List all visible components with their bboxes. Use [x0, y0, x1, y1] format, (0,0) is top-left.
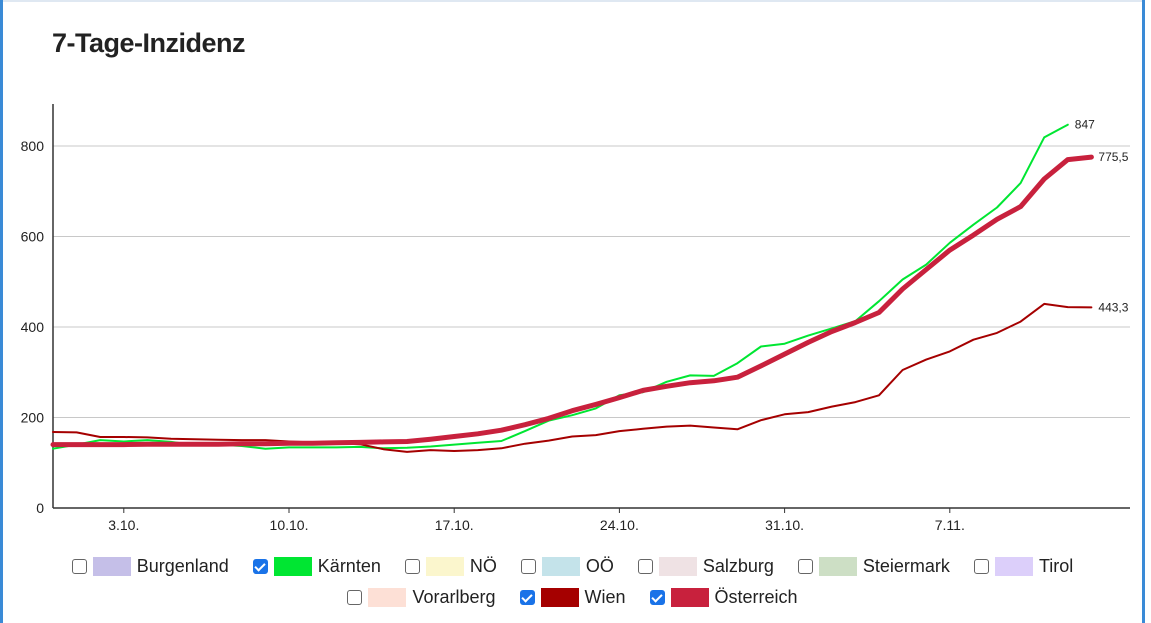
x-tick-label: 31.10.	[765, 517, 804, 533]
series-end-label: 847	[1075, 118, 1095, 132]
legend-checkbox[interactable]	[797, 559, 813, 574]
window-right-border	[1142, 0, 1145, 623]
window-top-border	[0, 0, 1145, 2]
legend-checkbox[interactable]	[519, 590, 535, 605]
gridlines	[53, 145, 1130, 418]
legend-row-2: Vorarlberg Wien Österreich	[0, 587, 1145, 608]
legend-checkbox[interactable]	[71, 559, 87, 574]
legend-item[interactable]: Tirol	[973, 556, 1074, 577]
legend-swatch	[818, 557, 857, 576]
legend-swatch	[368, 588, 407, 607]
y-tick-label: 400	[21, 319, 45, 335]
x-tick-label: 3.10.	[108, 517, 139, 533]
legend-checkbox[interactable]	[637, 559, 653, 574]
series-lines	[50, 123, 1094, 453]
legend-swatch	[994, 557, 1033, 576]
legend-item[interactable]: OÖ	[520, 556, 614, 577]
legend-swatch	[658, 557, 697, 576]
legend-item[interactable]: Burgenland	[71, 556, 229, 577]
series-end-label: 775,5	[1098, 150, 1128, 164]
legend-label: Österreich	[714, 587, 798, 607]
legend-label: Burgenland	[136, 556, 229, 576]
legend-checkbox[interactable]	[520, 559, 536, 574]
legend-checkbox[interactable]	[404, 559, 420, 574]
legend-label: Salzburg	[702, 556, 774, 576]
series-line-1	[52, 302, 1093, 453]
line-chart: 0 200 400 600 800 3.10. 10.10. 17.10. 24.10. 31.1…	[21, 104, 1130, 533]
legend-swatch	[541, 557, 580, 576]
x-tick-label: 17.10.	[435, 517, 474, 533]
legend-item[interactable]: Wien	[519, 587, 626, 608]
legend-swatch	[540, 588, 579, 607]
y-tick-label: 200	[21, 410, 45, 426]
end-labels: 847 443,3 775,5	[1075, 118, 1129, 315]
x-tick-label: 24.10.	[600, 517, 639, 533]
legend-label: NÖ	[469, 556, 497, 576]
legend-label: Vorarlberg	[412, 587, 496, 607]
axes: 0 200 400 600 800 3.10. 10.10. 17.10. 24.10. 31.1…	[21, 104, 1130, 533]
legend-label: Wien	[584, 587, 626, 607]
window-left-border	[0, 0, 3, 623]
legend-item[interactable]: Steiermark	[797, 556, 950, 577]
legend-checkbox[interactable]	[649, 590, 665, 605]
series-end-label: 443,3	[1098, 300, 1128, 314]
legend-swatch	[273, 557, 312, 576]
legend-checkbox[interactable]	[347, 590, 363, 605]
legend-checkbox[interactable]	[973, 559, 989, 574]
legend-label: Steiermark	[862, 556, 950, 576]
legend-item[interactable]: Kärnten	[252, 556, 381, 577]
legend-item[interactable]: Salzburg	[637, 556, 774, 577]
legend-swatch	[425, 557, 464, 576]
chart-title: 7-Tage-Inzidenz	[52, 28, 246, 58]
legend-checkbox[interactable]	[252, 559, 268, 574]
legend-swatch	[670, 588, 709, 607]
y-tick-label: 600	[21, 229, 45, 245]
legend-label: Kärnten	[317, 556, 381, 576]
series-line-0	[52, 123, 1069, 450]
legend-item[interactable]: NÖ	[404, 556, 497, 577]
series-line-2	[50, 154, 1094, 448]
legend-item[interactable]: Vorarlberg	[347, 587, 496, 608]
legend-item[interactable]: Österreich	[649, 587, 798, 608]
y-tick-label: 800	[21, 138, 45, 154]
legend-label: Tirol	[1038, 556, 1074, 576]
legend-swatch	[92, 557, 131, 576]
x-tick-label: 10.10.	[270, 517, 309, 533]
legend-row-1: Burgenland Kärnten NÖ OÖ Salzburg Steiermark T…	[0, 556, 1145, 577]
x-tick-label: 7.11.	[935, 517, 965, 533]
y-tick-label: 0	[36, 500, 44, 516]
legend-label: OÖ	[585, 556, 614, 576]
